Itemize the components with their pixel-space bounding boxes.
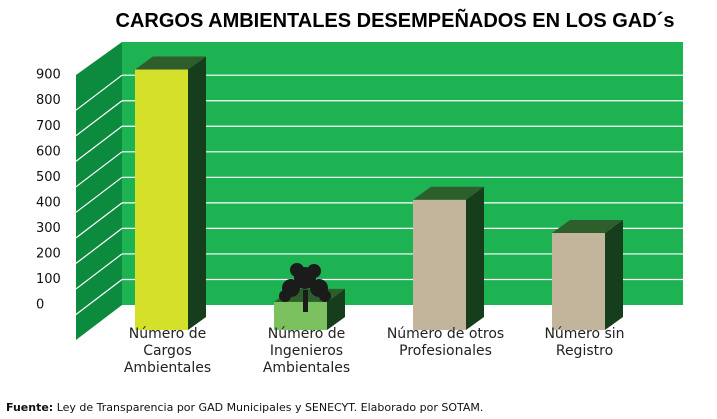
y-tick-label: 800 bbox=[36, 93, 61, 108]
grid-line-side bbox=[75, 253, 123, 290]
bar bbox=[135, 69, 188, 330]
chart: 0 100 200 300 400 500 600 700 800 900 bbox=[36, 42, 683, 340]
y-tick-label: 200 bbox=[36, 246, 61, 261]
x-tick-label: Número sin Registro bbox=[544, 326, 625, 359]
x-tick-label: Número de Cargos Ambientales bbox=[123, 326, 212, 376]
bar bbox=[274, 301, 327, 330]
grid-line-side bbox=[75, 227, 123, 264]
y-tick-label: 700 bbox=[36, 119, 61, 134]
bar bbox=[552, 232, 605, 330]
footer: Fuente: Ley de Transparencia por GAD Mun… bbox=[6, 401, 483, 414]
tree-icon bbox=[279, 263, 331, 312]
bar-side bbox=[605, 219, 623, 330]
bar bbox=[413, 199, 466, 330]
y-tick-label: 100 bbox=[36, 272, 61, 287]
grid-line-side bbox=[75, 125, 123, 162]
grid-line-side bbox=[75, 100, 123, 137]
x-tick-label: Número de Ingenieros Ambientales bbox=[262, 326, 351, 376]
bar-top bbox=[135, 56, 206, 70]
footer-label: Fuente: bbox=[6, 401, 54, 414]
grid-line-side bbox=[75, 176, 123, 213]
y-tick-label: 500 bbox=[36, 170, 61, 185]
bar-top bbox=[552, 219, 623, 233]
bar-side bbox=[327, 288, 345, 330]
y-tick-label: 300 bbox=[36, 221, 61, 236]
y-tick-label: 400 bbox=[36, 195, 61, 210]
back-wall bbox=[122, 42, 683, 305]
x-tick-label: Número de otros Profesionales bbox=[386, 326, 505, 359]
y-tick-label: 0 bbox=[36, 298, 44, 313]
grid-line-side bbox=[75, 74, 123, 111]
chart-title: CARGOS AMBIENTALES DESEMPEÑADOS EN LOS G… bbox=[115, 10, 675, 32]
y-tick-label: 600 bbox=[36, 144, 61, 159]
grid-line-side bbox=[75, 202, 123, 239]
bar-side bbox=[188, 56, 206, 330]
bar-side bbox=[466, 186, 484, 330]
bar-top bbox=[413, 186, 484, 200]
footer-text: Ley de Transparencia por GAD Municipales… bbox=[53, 401, 484, 414]
grid-line-side bbox=[75, 151, 123, 188]
side-wall bbox=[76, 42, 122, 340]
y-tick-label: 900 bbox=[36, 68, 61, 83]
grid-line-side bbox=[75, 278, 123, 315]
